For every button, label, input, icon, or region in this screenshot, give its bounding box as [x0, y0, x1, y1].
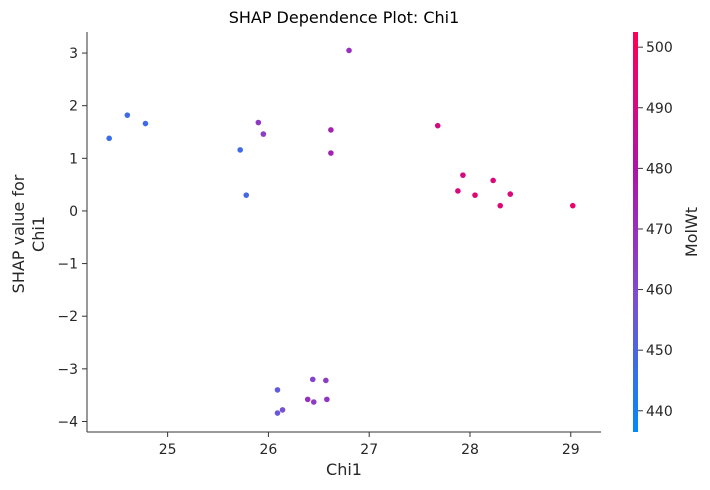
- colorbar-tick-label: 460: [646, 283, 673, 299]
- data-point: [274, 387, 281, 393]
- data-point: [434, 122, 441, 129]
- colorbar: [633, 32, 638, 432]
- data-point: [124, 112, 131, 118]
- data-point: [260, 131, 267, 137]
- data-point: [279, 407, 286, 413]
- data-point: [309, 376, 316, 383]
- data-point: [460, 172, 466, 178]
- colorbar-ticks: 440 450 460 470 480 490 500: [638, 40, 673, 420]
- data-point: [274, 410, 281, 416]
- data-point: [243, 192, 250, 198]
- y-axis-ticks: 3 2 1 0 −1 −2 −3 −4: [57, 46, 87, 430]
- data-point: [324, 396, 330, 403]
- data-point: [106, 135, 112, 142]
- x-axis-label: Chi1: [326, 460, 362, 479]
- data-point: [569, 202, 576, 209]
- y-tick-label: 2: [69, 99, 78, 115]
- colorbar-tick-label: 500: [646, 40, 673, 56]
- data-point: [497, 202, 504, 209]
- x-tick-label: 29: [562, 442, 580, 458]
- colorbar-tick-label: 450: [646, 343, 673, 359]
- x-tick-label: 26: [259, 442, 277, 458]
- chart-title: SHAP Dependence Plot: Chi1: [229, 8, 460, 27]
- data-point: [490, 177, 496, 184]
- data-point: [328, 150, 334, 156]
- y-axis-label-line-1: SHAP value for: [9, 174, 28, 293]
- scatter-points: [106, 47, 576, 416]
- data-point: [455, 188, 461, 194]
- data-point: [142, 120, 149, 127]
- colorbar-tick-label: 490: [646, 101, 673, 117]
- x-tick-label: 25: [159, 442, 177, 458]
- y-tick-label: −1: [57, 257, 78, 273]
- data-point: [255, 119, 262, 126]
- data-point: [310, 399, 317, 405]
- data-point: [328, 127, 334, 133]
- y-tick-label: −3: [57, 362, 78, 378]
- data-point: [472, 192, 478, 198]
- y-tick-label: 0: [69, 204, 78, 220]
- colorbar-tick-label: 470: [646, 222, 673, 238]
- colorbar-tick-label: 480: [646, 161, 673, 177]
- x-tick-label: 27: [360, 442, 378, 458]
- y-axis-label-line-2: Chi1: [29, 216, 48, 252]
- colorbar-label: MolWt: [682, 207, 701, 257]
- y-tick-label: −2: [57, 309, 78, 325]
- y-tick-label: −4: [57, 414, 78, 430]
- data-point: [237, 147, 243, 153]
- data-point: [304, 396, 311, 403]
- data-point: [507, 191, 514, 197]
- x-axis-ticks: 25 26 27 28 29: [159, 432, 580, 458]
- y-tick-label: 1: [69, 151, 78, 167]
- data-point: [323, 377, 329, 384]
- colorbar-tick-label: 440: [646, 404, 673, 420]
- y-tick-label: 3: [69, 46, 78, 62]
- data-point: [346, 47, 352, 54]
- x-tick-label: 28: [461, 442, 479, 458]
